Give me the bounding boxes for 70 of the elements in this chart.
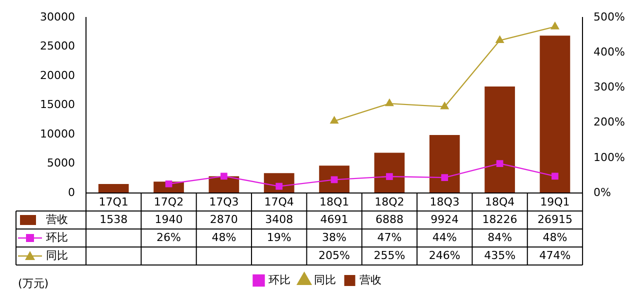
point <box>440 102 449 110</box>
bar <box>98 184 129 193</box>
data-label: 6888 <box>375 212 404 226</box>
x-tick-label: 19Q1 <box>540 195 570 208</box>
bar <box>429 134 460 193</box>
data-label: 4691 <box>320 212 348 226</box>
y-tick-label: 10000 <box>40 127 75 140</box>
x-tick-label: 18Q4 <box>484 195 515 208</box>
text: 营收 <box>359 273 382 286</box>
y-tick-label: 15000 <box>40 98 75 112</box>
data-label: 205% <box>318 248 350 262</box>
y-tick-label: 30000 <box>40 10 75 24</box>
legend-label: 同比 <box>314 273 336 286</box>
y2-tick-label: 300% <box>594 80 626 94</box>
data-label: 1940 <box>154 212 183 226</box>
x-tick-label: 17Q1 <box>98 195 128 208</box>
y2-tick-label: 500% <box>594 10 626 24</box>
y-tick-label: 0 <box>68 186 75 199</box>
y2-tick-label: 100% <box>594 150 626 164</box>
bar <box>540 36 570 193</box>
y-tick-label: 20000 <box>40 68 75 82</box>
point <box>220 172 228 180</box>
y-tick-label: 25000 <box>40 40 75 53</box>
bar <box>319 166 350 193</box>
data-label: 26% <box>156 230 181 244</box>
point <box>330 116 338 124</box>
data-label: 9924 <box>430 212 459 226</box>
text: (万元) <box>18 276 49 290</box>
y2-tick-label: 200% <box>594 116 626 129</box>
point <box>165 180 172 188</box>
data-label: 3408 <box>265 212 294 226</box>
y2-tick-label: 0% <box>594 186 612 199</box>
text: 环比 <box>46 230 68 244</box>
data-label: 246% <box>428 248 460 262</box>
x-tick-label: 17Q2 <box>154 195 184 208</box>
point <box>385 98 394 106</box>
x-tick-label: 18Q1 <box>319 195 350 208</box>
data-label: 38% <box>322 230 347 244</box>
point <box>552 172 558 180</box>
data-label: 48% <box>212 230 236 244</box>
point <box>386 173 393 180</box>
y-tick-label: 5000 <box>47 156 75 170</box>
point <box>496 160 504 167</box>
data-label: 47% <box>377 230 402 244</box>
data-label: 435% <box>484 248 516 262</box>
legend-label: 营收 <box>46 212 68 226</box>
point <box>276 182 283 190</box>
y2-tick-label: 400% <box>594 46 626 59</box>
x-tick-label: 18Q3 <box>430 195 460 208</box>
bar <box>374 152 405 193</box>
data-label: 474% <box>539 248 571 262</box>
point <box>441 174 448 181</box>
text: 同比 <box>46 248 68 262</box>
data-label: 26915 <box>537 212 572 226</box>
point <box>550 22 560 30</box>
legend-label: 环比 <box>268 273 290 286</box>
point <box>496 36 504 43</box>
data-label: 48% <box>542 230 568 244</box>
data-label: 44% <box>432 230 457 244</box>
x-tick-label: 17Q3 <box>209 195 239 208</box>
data-label: 2870 <box>210 212 238 226</box>
data-label: 255% <box>374 248 406 262</box>
x-tick-label: 17Q4 <box>264 195 294 208</box>
data-label: 1538 <box>100 212 128 226</box>
point <box>330 176 338 184</box>
data-label: 18226 <box>482 212 518 226</box>
x-tick-label: 18Q2 <box>374 195 404 208</box>
data-label: 19% <box>266 230 292 244</box>
data-label: 84% <box>488 230 512 244</box>
bar <box>484 86 515 193</box>
